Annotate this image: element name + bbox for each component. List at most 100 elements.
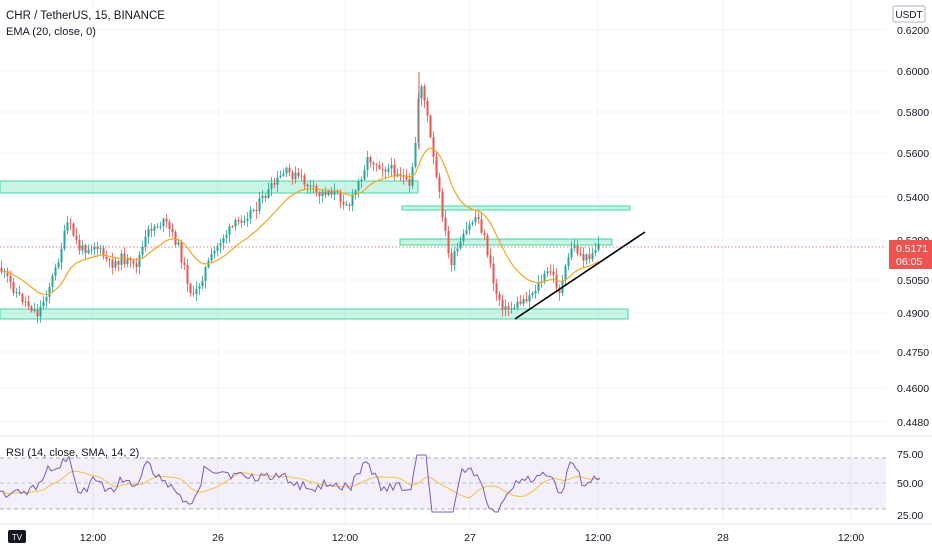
candle[interactable] — [498, 294, 501, 300]
candle[interactable] — [453, 251, 456, 266]
candle[interactable] — [15, 292, 18, 294]
candle[interactable] — [318, 192, 321, 196]
candle[interactable] — [456, 248, 459, 252]
candle[interactable] — [555, 275, 558, 288]
candle[interactable] — [465, 230, 468, 234]
candle[interactable] — [33, 309, 36, 312]
candle[interactable] — [219, 243, 222, 246]
time-axis[interactable]: 12:00 26 12:00 27 12:00 28 12:00 — [80, 532, 864, 544]
candle[interactable] — [249, 210, 252, 219]
candle[interactable] — [225, 234, 228, 238]
candle[interactable] — [438, 176, 441, 192]
ema-indicator-label[interactable]: EMA (20, close, 0) — [6, 26, 96, 38]
candle[interactable] — [492, 263, 495, 284]
candle[interactable] — [24, 301, 27, 303]
candle[interactable] — [270, 183, 273, 190]
candle[interactable] — [93, 246, 96, 250]
candle[interactable] — [306, 184, 309, 187]
candle[interactable] — [165, 218, 168, 222]
currency-box[interactable] — [892, 5, 926, 23]
zone-box[interactable] — [0, 308, 629, 320]
candle[interactable] — [156, 226, 159, 228]
candle[interactable] — [84, 245, 87, 254]
candle[interactable] — [528, 295, 531, 302]
candle[interactable] — [495, 283, 498, 295]
candle[interactable] — [300, 175, 303, 177]
candle[interactable] — [432, 137, 435, 157]
candle[interactable] — [549, 271, 552, 273]
candle[interactable] — [408, 178, 411, 186]
candle[interactable] — [180, 242, 183, 263]
candle[interactable] — [588, 254, 591, 260]
candle[interactable] — [276, 177, 279, 185]
candle[interactable] — [96, 246, 99, 250]
candle[interactable] — [390, 165, 393, 169]
candle[interactable] — [513, 307, 516, 309]
candle[interactable] — [57, 262, 60, 268]
candle[interactable] — [30, 306, 33, 312]
candle[interactable] — [534, 290, 537, 294]
price-axis[interactable]: USDT 0.6200 0.6000 0.5800 0.5600 0.5400 … — [889, 5, 932, 429]
candle[interactable] — [66, 222, 69, 231]
candle[interactable] — [312, 185, 315, 187]
candle[interactable] — [252, 209, 255, 211]
candle[interactable] — [474, 217, 477, 223]
candle[interactable] — [189, 283, 192, 294]
candle[interactable] — [75, 235, 78, 240]
candle[interactable] — [480, 219, 483, 233]
candle[interactable] — [153, 226, 156, 231]
candle[interactable] — [327, 190, 330, 196]
candle[interactable] — [348, 204, 351, 206]
candle[interactable] — [144, 236, 147, 247]
candle[interactable] — [45, 296, 48, 302]
candle[interactable] — [576, 245, 579, 254]
candle[interactable] — [486, 235, 489, 256]
candle[interactable] — [567, 257, 570, 267]
candle[interactable] — [246, 218, 249, 221]
candle[interactable] — [468, 224, 471, 231]
candle[interactable] — [525, 298, 528, 302]
candle[interactable] — [6, 270, 9, 277]
candle[interactable] — [384, 169, 387, 172]
candle[interactable] — [237, 219, 240, 221]
candle[interactable] — [168, 221, 171, 230]
candle[interactable] — [255, 209, 258, 212]
candle[interactable] — [426, 100, 429, 116]
candle[interactable] — [405, 176, 408, 179]
candle[interactable] — [459, 241, 462, 249]
candle[interactable] — [126, 258, 129, 265]
candle[interactable] — [441, 191, 444, 218]
candle[interactable] — [543, 273, 546, 282]
candle[interactable] — [531, 293, 534, 296]
candle[interactable] — [552, 271, 555, 276]
candle[interactable] — [345, 204, 348, 206]
candle[interactable] — [21, 293, 24, 303]
candle[interactable] — [114, 260, 117, 268]
candle[interactable] — [216, 245, 219, 251]
candle[interactable] — [159, 226, 162, 228]
candle[interactable] — [192, 293, 195, 295]
candle[interactable] — [171, 229, 174, 233]
candle[interactable] — [42, 301, 45, 307]
candle[interactable] — [60, 248, 63, 263]
candle[interactable] — [186, 265, 189, 284]
candle[interactable] — [429, 115, 432, 138]
candle[interactable] — [279, 175, 282, 178]
candle[interactable] — [228, 226, 231, 235]
candle[interactable] — [387, 168, 390, 172]
candle[interactable] — [108, 259, 111, 261]
candle[interactable] — [435, 156, 438, 177]
candle[interactable] — [594, 249, 597, 254]
candle[interactable] — [507, 306, 510, 310]
candle[interactable] — [558, 287, 561, 294]
candle[interactable] — [111, 259, 114, 268]
candle[interactable] — [510, 308, 513, 310]
candle[interactable] — [285, 167, 288, 174]
candle[interactable] — [261, 195, 264, 199]
candle[interactable] — [360, 179, 363, 182]
price-pane[interactable] — [0, 0, 886, 524]
candle[interactable] — [243, 220, 246, 223]
candle[interactable] — [339, 191, 342, 202]
candle[interactable] — [282, 173, 285, 176]
candle[interactable] — [291, 172, 294, 180]
